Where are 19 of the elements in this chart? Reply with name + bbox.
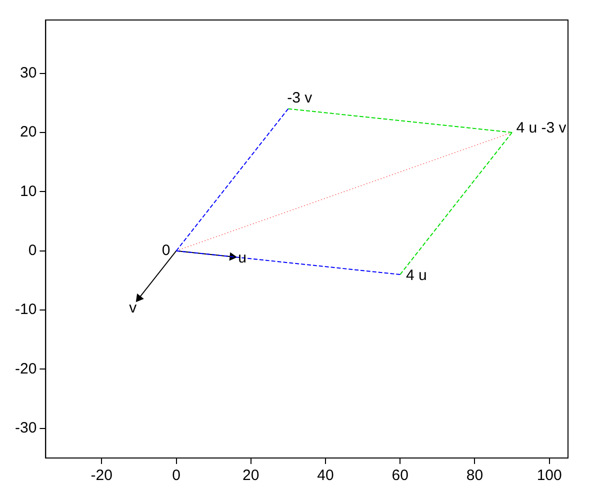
y-tick-label: 30 [20, 64, 37, 82]
y-tick-label: 0 [28, 242, 37, 259]
x-tick-label: 60 [392, 467, 408, 484]
annotation: -3 v [287, 90, 313, 107]
x-tick-label: 20 [242, 467, 260, 484]
x-tick-label: 40 [317, 467, 334, 484]
annotation: 0 [162, 242, 170, 259]
y-tick-label: -20 [14, 360, 37, 378]
x-tick-label: 0 [172, 467, 180, 484]
x-tick-label: 100 [536, 467, 562, 484]
annotation: 4 u -3 v [516, 119, 567, 136]
x-tick-label: -20 [90, 467, 112, 484]
y-tick-label: -10 [14, 301, 37, 318]
y-tick-label: -30 [14, 420, 37, 437]
y-tick-label: 10 [20, 182, 37, 200]
x-tick-label: 80 [466, 467, 484, 484]
annotation: 4 u [406, 267, 427, 284]
annotation: v [129, 300, 138, 317]
y-tick-label: 20 [20, 124, 37, 141]
